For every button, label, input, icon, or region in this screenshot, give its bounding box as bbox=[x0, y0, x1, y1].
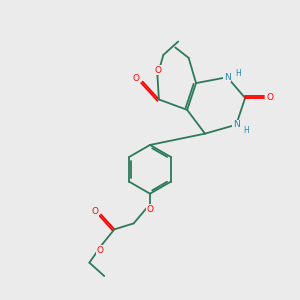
Text: N: N bbox=[233, 120, 240, 129]
Text: O: O bbox=[133, 74, 140, 83]
Text: O: O bbox=[92, 207, 98, 216]
Text: O: O bbox=[266, 94, 273, 103]
Text: H: H bbox=[244, 126, 250, 135]
Text: O: O bbox=[155, 66, 162, 75]
Text: H: H bbox=[236, 69, 242, 78]
Text: N: N bbox=[224, 73, 231, 82]
Text: O: O bbox=[97, 246, 104, 255]
Text: O: O bbox=[146, 205, 154, 214]
